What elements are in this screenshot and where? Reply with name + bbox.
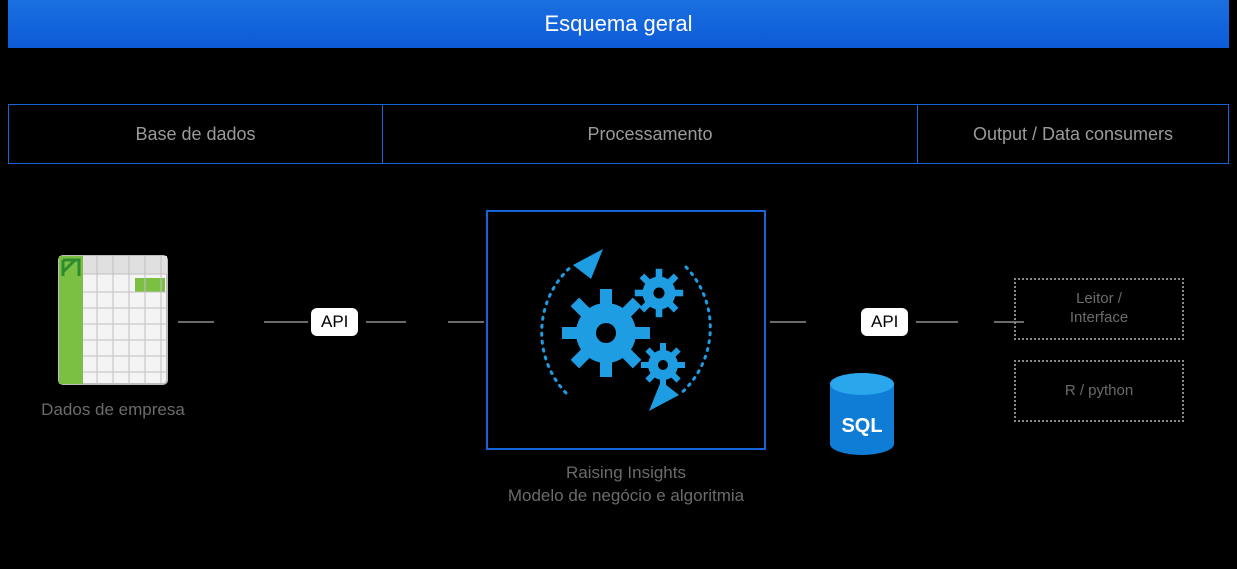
connector-line <box>448 321 484 323</box>
spreadsheet-icon <box>53 250 173 390</box>
api-label: API <box>871 312 898 331</box>
column-label: Processamento <box>587 124 712 145</box>
connector-line <box>264 321 308 323</box>
title-bar: Esquema geral <box>8 0 1229 48</box>
connector-line <box>916 321 958 323</box>
connector-line <box>366 321 406 323</box>
column-headers: Base de dados Processamento Output / Dat… <box>8 104 1229 164</box>
api-label: API <box>321 312 348 331</box>
api-badge: API <box>861 308 908 336</box>
flow-diagram: Dados de empresa API <box>8 210 1229 540</box>
column-label: Output / Data consumers <box>973 124 1173 145</box>
spreadsheet-label: Dados de empresa <box>18 400 208 420</box>
gears-icon <box>511 225 741 435</box>
column-header-output: Output / Data consumers <box>918 105 1228 163</box>
connector-line <box>770 321 806 323</box>
sql-database-icon: SQL <box>823 372 901 458</box>
processing-label-line1: Raising Insights <box>566 463 686 482</box>
processing-label: Raising Insights Modelo de negócio e alg… <box>438 462 814 508</box>
connector-line <box>178 321 214 323</box>
svg-text:SQL: SQL <box>841 415 882 437</box>
column-header-processing: Processamento <box>383 105 918 163</box>
processing-label-line2: Modelo de negócio e algoritmia <box>508 486 744 505</box>
output-box-reader: Leitor / Interface <box>1014 278 1184 340</box>
processing-box <box>486 210 766 450</box>
column-header-database: Base de dados <box>9 105 383 163</box>
api-badge: API <box>311 308 358 336</box>
output-label: Leitor / Interface <box>1070 290 1128 328</box>
output-label: R / python <box>1065 382 1133 401</box>
column-label: Base de dados <box>135 124 255 145</box>
output-box-rpython: R / python <box>1014 360 1184 422</box>
page-title: Esquema geral <box>545 11 693 37</box>
